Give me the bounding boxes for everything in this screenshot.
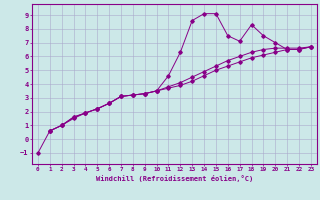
X-axis label: Windchill (Refroidissement éolien,°C): Windchill (Refroidissement éolien,°C) [96,175,253,182]
